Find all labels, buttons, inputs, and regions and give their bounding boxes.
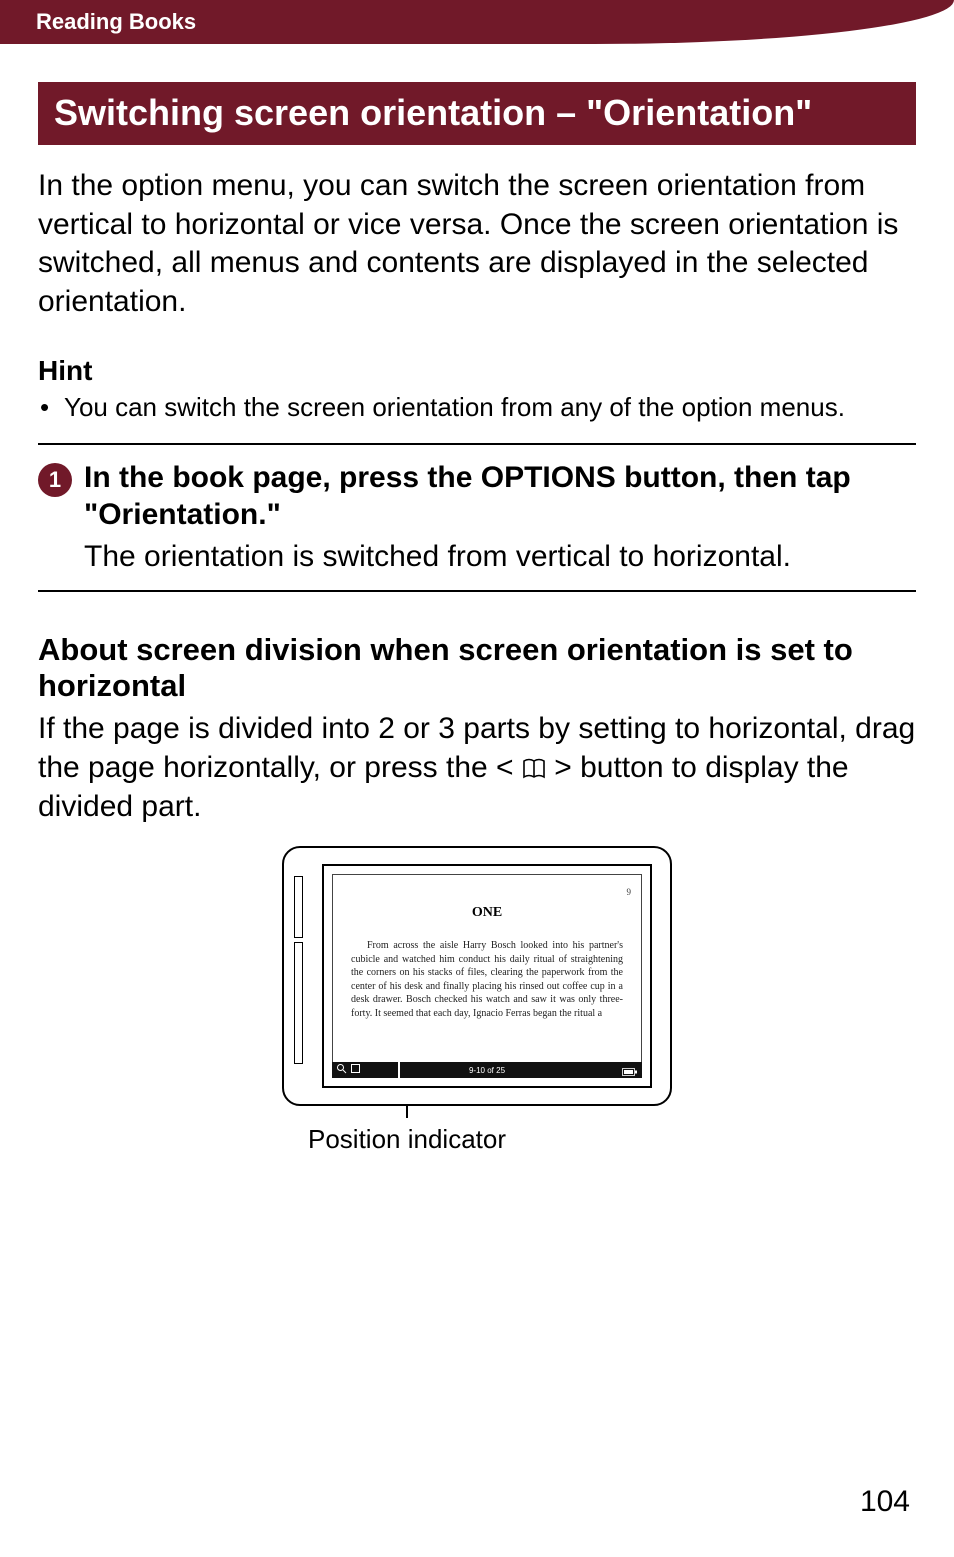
screen-content: 9 ONE From across the aisle Harry Bosch … bbox=[332, 874, 642, 1078]
zoom-icon bbox=[336, 1063, 347, 1074]
step-1: 1 In the book page, press the OPTIONS bu… bbox=[38, 459, 916, 534]
hint-item: You can switch the screen orientation fr… bbox=[38, 391, 916, 425]
device-screen: 9 ONE From across the aisle Harry Bosch … bbox=[322, 864, 652, 1088]
status-right-icons bbox=[622, 1064, 638, 1082]
intro-text: In the option menu, you can switch the s… bbox=[38, 167, 916, 321]
sample-body-text: From across the aisle Harry Bosch looked… bbox=[351, 939, 623, 1020]
view-icon bbox=[350, 1063, 361, 1074]
sub-body: If the page is divided into 2 or 3 parts… bbox=[38, 709, 916, 826]
breadcrumb: Reading Books bbox=[36, 9, 196, 35]
divider bbox=[38, 590, 916, 592]
page-turn-icon bbox=[522, 757, 546, 779]
step-result: The orientation is switched from vertica… bbox=[38, 538, 916, 576]
sample-chapter-title: ONE bbox=[351, 905, 623, 921]
section-title: Switching screen orientation – "Orientat… bbox=[38, 82, 916, 145]
step-instruction: In the book page, press the OPTIONS butt… bbox=[84, 459, 916, 534]
progress-text: 9-10 of 25 bbox=[469, 1066, 505, 1075]
battery-icon bbox=[622, 1067, 638, 1077]
step-number-badge: 1 bbox=[38, 463, 72, 497]
sample-page-indicator: 9 bbox=[627, 887, 632, 897]
device-illustration: 9 ONE From across the aisle Harry Bosch … bbox=[282, 846, 672, 1106]
sub-heading: About screen division when screen orient… bbox=[38, 632, 916, 703]
status-left-icons bbox=[336, 1063, 361, 1074]
page-number: 104 bbox=[860, 1485, 910, 1519]
divider bbox=[38, 443, 916, 445]
hint-list: You can switch the screen orientation fr… bbox=[38, 391, 916, 425]
figure-caption: Position indicator bbox=[308, 1124, 506, 1155]
figure: 9 ONE From across the aisle Harry Bosch … bbox=[38, 846, 916, 1155]
page-content: Switching screen orientation – "Orientat… bbox=[0, 44, 954, 1155]
header-bar: Reading Books bbox=[0, 0, 954, 44]
status-bar: 9-10 of 25 bbox=[332, 1062, 642, 1078]
hint-label: Hint bbox=[38, 355, 916, 387]
